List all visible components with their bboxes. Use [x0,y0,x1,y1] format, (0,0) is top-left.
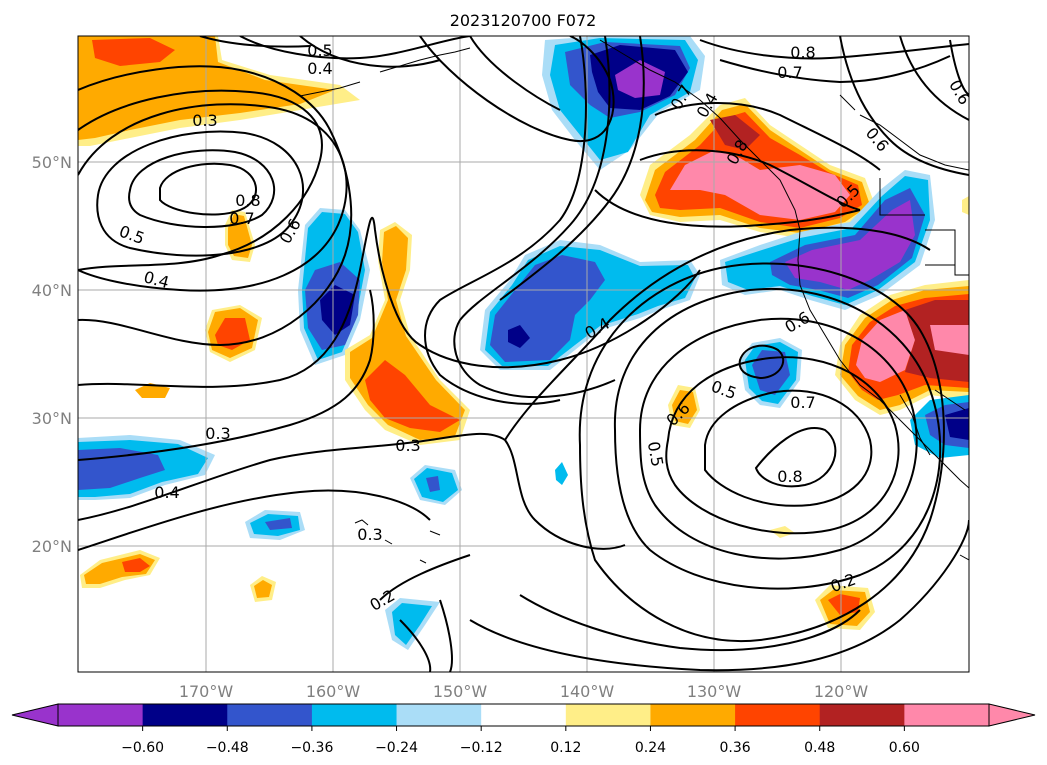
colorbar-segment [565,704,651,726]
warm-shading-small-2 [254,580,272,598]
lat-label: 30°N [32,409,72,428]
lat-label: 50°N [32,153,72,172]
colorbar-tick-label: −0.60 [121,740,164,756]
longitude-labels: 170°W 160°W 150°W 140°W 130°W 120°W [179,682,869,701]
colorbar-segment [396,704,482,726]
contour-label: 0.8 [790,43,815,62]
contour-label: 0.3 [395,436,420,455]
warm-shading-sw-us [856,310,915,382]
warm-shading-155w [365,360,460,432]
map-frame [77,35,970,673]
map-plot-area: 0.5 0.4 0.3 0.8 0.7 0.6 0.5 0.4 0.3 0.4 … [78,36,969,672]
latitude-labels: 50°N 40°N 30°N 20°N [32,153,72,556]
contour-lines [78,36,969,672]
contour-label: 0.7 [777,63,802,82]
cold-shading-hawaii [426,476,440,492]
colorbar-max-extension [988,703,1036,727]
colorbar-segment [904,704,990,726]
lon-label: 130°W [687,682,742,701]
contour-label: 0.7 [229,209,254,228]
lon-label: 160°W [306,682,361,701]
colorbar-segment [650,704,736,726]
cold-shading-west-us [785,200,915,290]
contour-label: 0.5 [644,440,667,468]
colorbar-tick-label: 0.48 [804,740,835,756]
contour-label: 0.3 [357,525,382,544]
contour-label: 0.4 [154,483,179,502]
warm-shading-bc [670,150,850,220]
lat-label: 40°N [32,281,72,300]
lon-label: 140°W [560,682,615,701]
colorbar-segment [58,704,144,726]
figure-title: 2023120700 F072 [450,11,597,30]
lon-label: 170°W [179,682,234,701]
warm-shading-15n [828,594,860,615]
contour-label: 0.5 [307,41,332,60]
warm-shading-edge [962,196,969,215]
warm-shading-168w [215,318,250,350]
cold-shading-small [555,462,568,485]
cold-shading-125w [752,350,790,395]
lat-label: 20°N [32,537,72,556]
colorbar-segment [142,704,228,726]
cold-shading-17n [392,603,432,645]
contour-label: 0.3 [192,111,217,130]
cold-shading-mexico [945,408,969,440]
colorbar-segment [227,704,313,726]
colorbar-tick-label: 0.24 [635,740,666,756]
warm-shading-bc [710,115,760,150]
colorbar: −0.60 −0.48 −0.36 −0.24 −0.12 0.12 0.24 0.36 0.4… [11,703,1036,756]
colorbar-tick-label: −0.36 [290,740,333,756]
warm-shading-tiny [770,526,795,538]
shading-layer [78,36,969,650]
colorbar-segment [481,704,567,726]
contour-label: 0.3 [205,424,230,443]
contour-label: 0.8 [235,191,260,210]
colorbar-tick-label: 0.12 [550,740,581,756]
contour-label: 0.7 [790,393,815,412]
colorbar-segment [819,704,905,726]
colorbar-tick-label: −0.24 [375,740,418,756]
colorbar-tick-label: −0.48 [206,740,249,756]
contour-label: 0.4 [307,59,332,78]
warm-shading-132w [672,390,697,424]
warm-shading-sw-us [930,325,969,355]
cold-shading-central [508,325,530,348]
warm-shading-nw [92,38,175,66]
lon-label: 150°W [433,682,488,701]
colorbar-tick-label: 0.60 [889,740,920,756]
lon-label: 120°W [814,682,869,701]
warm-shading-17n [122,558,150,572]
colorbar-segment [311,704,398,726]
cold-shading-20n [265,518,292,530]
colorbar-tick-label: −0.12 [460,740,503,756]
cold-shading-gulf [615,60,665,98]
colorbar-tick-label: 0.36 [720,740,751,756]
colorbar-min-extension [11,703,59,727]
cold-shading-160w [320,285,355,335]
colorbar-outline [57,703,990,727]
warm-shading-small [135,383,170,398]
contour-label: 0.8 [777,467,802,486]
colorbar-segment [735,704,821,726]
